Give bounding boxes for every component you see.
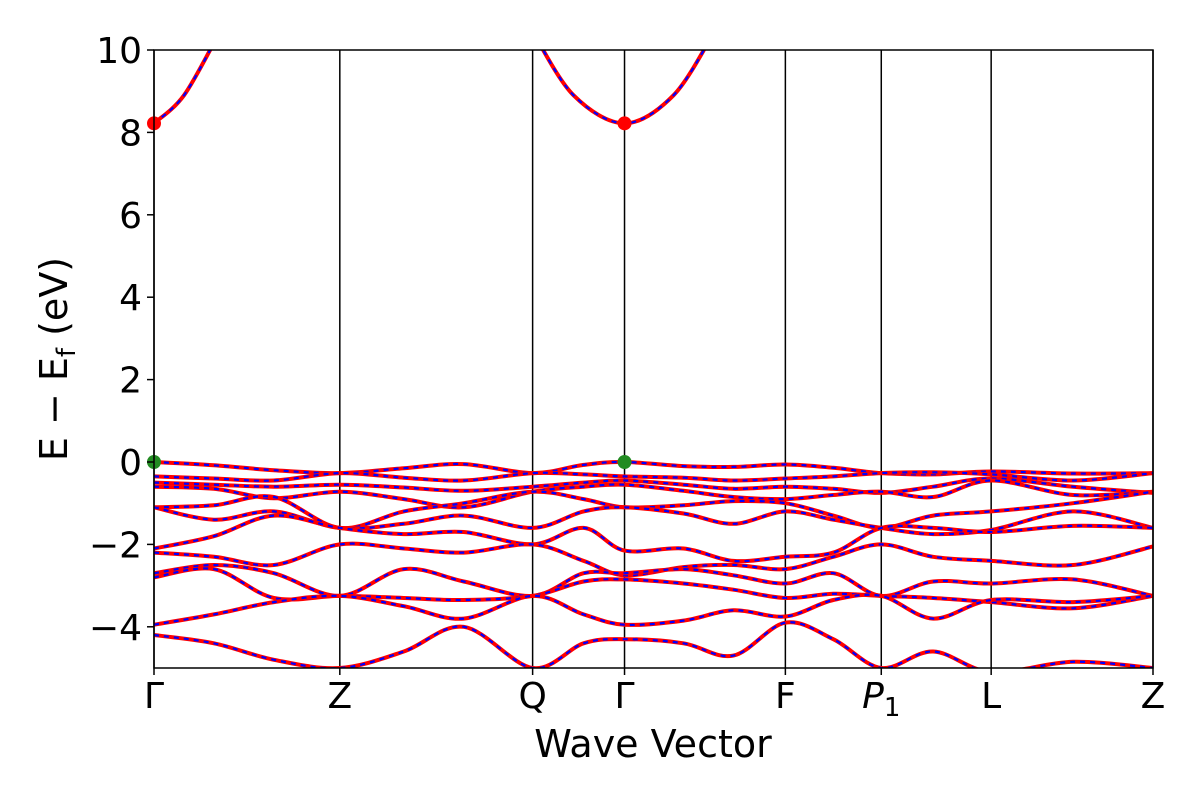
y-axis-title-unit: (eV) xyxy=(32,257,76,348)
x-tick-label-0: Γ xyxy=(144,676,164,717)
y-tick-label: 4 xyxy=(119,278,142,319)
y-tick-label: 6 xyxy=(119,196,142,237)
x-tick-label-5: P1 xyxy=(862,676,900,723)
y-axis-ticks: 10 8 6 4 2 0 −2 −4 xyxy=(89,31,154,649)
x-tick-label-subscript: 1 xyxy=(884,693,901,723)
band-line-dash-4 xyxy=(154,477,1153,495)
x-tick-label-2: Q xyxy=(518,676,546,717)
y-tick-label: −4 xyxy=(89,608,142,649)
band-line-dash-6 xyxy=(154,490,1153,530)
x-tick-label-7: Z xyxy=(1141,676,1166,717)
band-line-dash-12 xyxy=(154,593,1153,627)
y-tick-label: −2 xyxy=(89,525,142,566)
x-axis-title: Wave Vector xyxy=(534,722,772,766)
band-line-dash-5 xyxy=(154,479,1153,509)
cbm-marker-1 xyxy=(617,116,632,131)
plot-frame xyxy=(153,49,1154,669)
x-tick-label-6: L xyxy=(981,676,1001,717)
y-axis-title-main: E − E xyxy=(32,357,76,461)
band-line-dash-0 xyxy=(154,50,212,125)
band-lines xyxy=(154,50,1153,668)
plot-background xyxy=(154,50,1153,668)
high-symmetry-lines xyxy=(153,50,1154,668)
y-tick-label: 0 xyxy=(119,443,142,484)
x-axis-ticks: Γ Z Q Γ F P1 L Z xyxy=(144,668,1165,723)
y-axis-title: E − Ef (eV) xyxy=(32,257,82,461)
x-tick-label-1: Z xyxy=(327,676,352,717)
y-tick-label: 2 xyxy=(119,361,142,402)
vbm-marker-3 xyxy=(617,455,632,469)
band-line-dash-10 xyxy=(154,563,1153,598)
y-tick-label: 10 xyxy=(96,31,142,72)
band-line-dash-13 xyxy=(154,621,1153,668)
y-tick-label: 8 xyxy=(119,113,142,154)
x-tick-label-4: F xyxy=(775,676,796,717)
x-tick-label-3: Γ xyxy=(614,676,634,717)
band-line-dash-8 xyxy=(154,514,1153,563)
x-tick-label-main: P xyxy=(862,676,884,717)
band-line-dash-3 xyxy=(154,471,1153,482)
y-axis-title-subscript: f xyxy=(52,347,82,357)
band-line-dash-7 xyxy=(154,506,1153,536)
